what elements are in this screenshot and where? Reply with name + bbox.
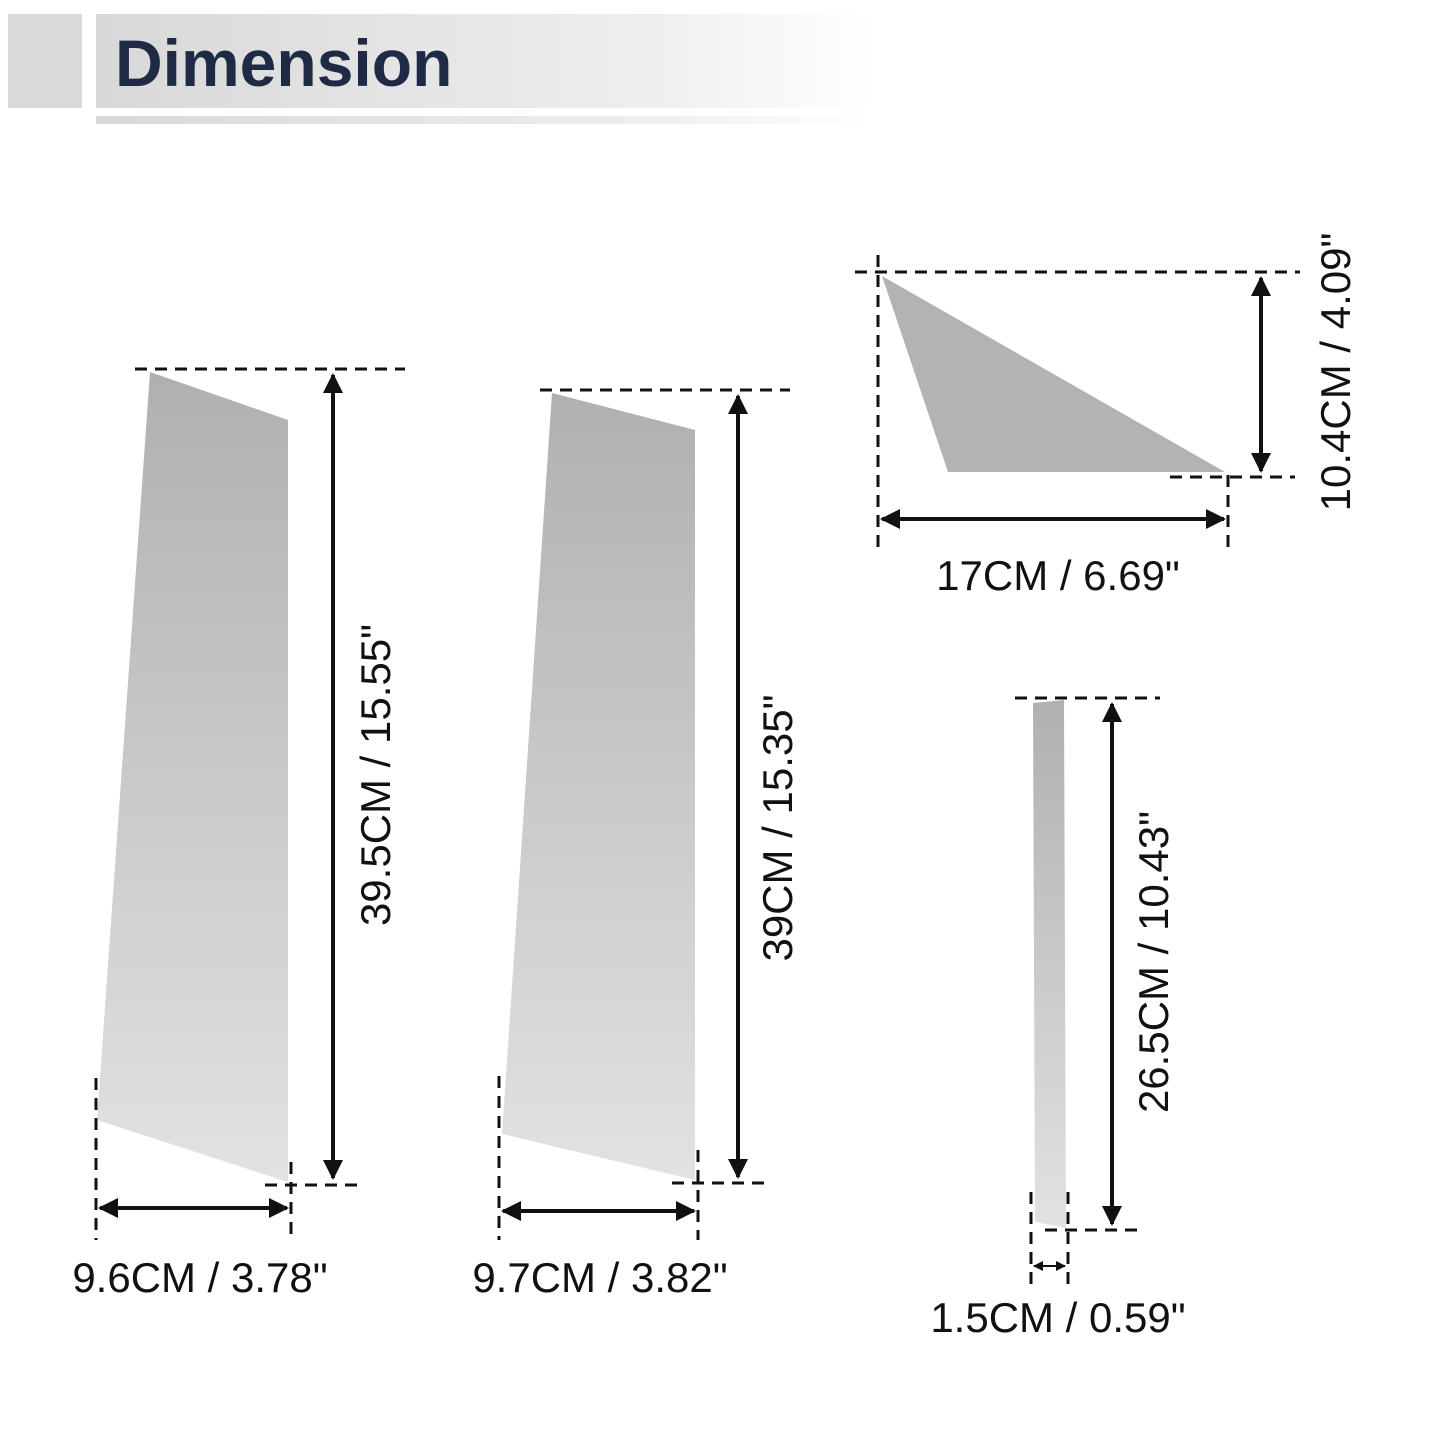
height-label: 39CM / 15.35" bbox=[754, 694, 801, 961]
width-label: 9.6CM / 3.78" bbox=[72, 1254, 327, 1301]
piece-shape bbox=[1033, 700, 1066, 1228]
width-label: 9.7CM / 3.82" bbox=[472, 1254, 727, 1301]
width-label: 17CM / 6.69" bbox=[936, 552, 1180, 599]
header-block bbox=[8, 14, 82, 108]
width-label: 1.5CM / 0.59" bbox=[930, 1294, 1185, 1341]
header-underline bbox=[96, 116, 876, 124]
piece-3: 10.4CM / 4.09" 17CM / 6.69" bbox=[855, 233, 1359, 599]
piece-shape bbox=[97, 372, 288, 1182]
piece-4: 26.5CM / 10.43" 1.5CM / 0.59" bbox=[930, 696, 1186, 1341]
height-label: 39.5CM / 15.55" bbox=[352, 624, 399, 926]
height-label: 10.4CM / 4.09" bbox=[1312, 233, 1359, 512]
piece-shape bbox=[502, 393, 695, 1180]
piece-shape bbox=[882, 276, 1225, 472]
piece-2: 39CM / 15.35" 9.7CM / 3.82" bbox=[472, 388, 801, 1301]
header-bar bbox=[96, 14, 876, 108]
piece-1: 39.5CM / 15.55" 9.6CM / 3.78" bbox=[72, 367, 405, 1301]
title: Dimension bbox=[115, 26, 452, 100]
header: Dimension bbox=[8, 14, 876, 124]
height-label: 26.5CM / 10.43" bbox=[1130, 811, 1177, 1113]
